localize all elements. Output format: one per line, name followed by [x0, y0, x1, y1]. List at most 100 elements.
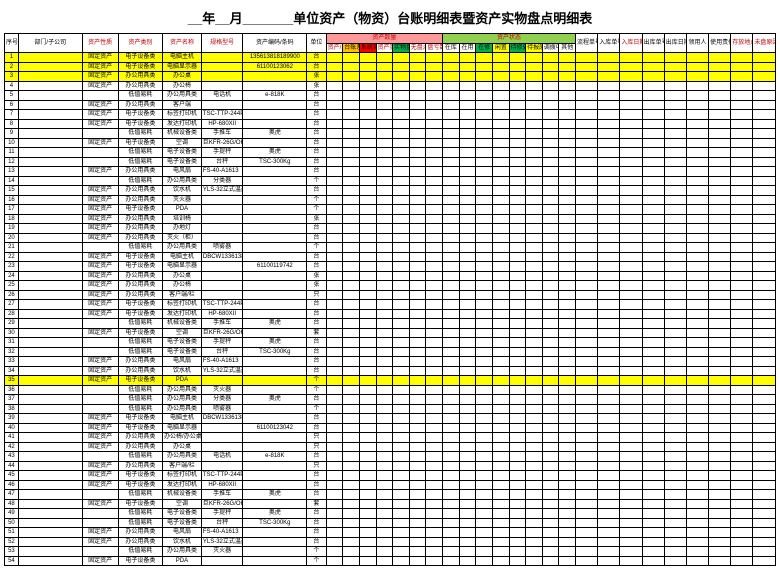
cell: 发达打印机 — [163, 480, 202, 490]
cell — [201, 556, 243, 566]
cell — [426, 490, 443, 500]
cell — [526, 385, 543, 395]
cell — [443, 72, 460, 82]
cell — [598, 376, 620, 386]
cell — [576, 442, 598, 452]
cell — [18, 480, 82, 490]
cell — [686, 119, 708, 129]
cell — [526, 461, 543, 471]
cell — [376, 528, 393, 538]
cell — [326, 547, 343, 557]
cell — [359, 537, 376, 547]
cell: 台 — [307, 528, 326, 538]
cell: 台 — [307, 119, 326, 129]
cell — [686, 110, 708, 120]
cell — [443, 319, 460, 329]
cell: 固定资产 — [82, 366, 118, 376]
cell — [753, 271, 776, 281]
cell — [642, 309, 664, 319]
cell: 电子设备类 — [118, 480, 162, 490]
cell — [509, 72, 526, 82]
cell — [243, 290, 307, 300]
cell — [509, 81, 526, 91]
cell — [686, 300, 708, 310]
col-header: 存放地点 — [731, 34, 753, 53]
cell — [576, 452, 598, 462]
cell — [620, 423, 642, 433]
cell — [664, 328, 686, 338]
cell: 电子设备类 — [118, 471, 162, 481]
cell — [459, 281, 476, 291]
cell — [686, 271, 708, 281]
cell — [409, 423, 426, 433]
cell — [731, 433, 753, 443]
cell — [443, 547, 460, 557]
cell — [476, 480, 493, 490]
cell — [526, 357, 543, 367]
cell — [559, 452, 576, 462]
table-row: 39固定资产电子设备类电脑主机DBCW133613818189800台 — [5, 414, 776, 424]
cell — [620, 385, 642, 395]
cell — [426, 243, 443, 253]
cell — [542, 262, 559, 272]
cell: 办公用具类 — [118, 442, 162, 452]
cell — [326, 319, 343, 329]
cell — [443, 195, 460, 205]
cell — [709, 357, 731, 367]
cell — [459, 423, 476, 433]
cell — [459, 243, 476, 253]
cell — [426, 433, 443, 443]
cell — [492, 167, 509, 177]
cell: 电子设备类 — [118, 300, 162, 310]
cell: 标签打印机 — [163, 300, 202, 310]
cell — [376, 357, 393, 367]
cell — [409, 72, 426, 82]
cell — [526, 499, 543, 509]
cell: 52 — [5, 537, 19, 547]
cell — [559, 366, 576, 376]
cell — [426, 110, 443, 120]
cell — [709, 509, 731, 519]
cell — [753, 300, 776, 310]
cell — [476, 452, 493, 462]
cell — [326, 309, 343, 319]
cell: 40 — [5, 423, 19, 433]
table-header: 序号部门/子公司资产性质资产类别资产名称规格型号资产编码/条码单位资产数量资产状… — [5, 34, 776, 53]
cell — [243, 281, 307, 291]
cell — [359, 100, 376, 110]
cell — [664, 385, 686, 395]
cell — [664, 490, 686, 500]
cell — [576, 414, 598, 424]
cell — [326, 281, 343, 291]
cell — [359, 81, 376, 91]
cell — [664, 53, 686, 63]
cell — [576, 271, 598, 281]
cell — [376, 423, 393, 433]
cell — [509, 319, 526, 329]
cell — [426, 81, 443, 91]
cell — [426, 167, 443, 177]
cell — [359, 442, 376, 452]
cell — [18, 528, 82, 538]
cell: 电脑显示器 — [163, 262, 202, 272]
cell — [559, 205, 576, 215]
cell: 套 — [307, 499, 326, 509]
cell — [598, 148, 620, 158]
cell — [642, 376, 664, 386]
cell — [509, 433, 526, 443]
cell — [542, 100, 559, 110]
cell — [443, 556, 460, 566]
cell — [82, 148, 118, 158]
cell — [620, 518, 642, 528]
cell — [476, 205, 493, 215]
cell: 33 — [5, 357, 19, 367]
cell — [620, 395, 642, 405]
cell — [709, 423, 731, 433]
cell — [731, 300, 753, 310]
cell — [476, 81, 493, 91]
cell — [18, 547, 82, 557]
cell — [559, 509, 576, 519]
cell — [664, 528, 686, 538]
cell — [664, 300, 686, 310]
cell — [359, 480, 376, 490]
